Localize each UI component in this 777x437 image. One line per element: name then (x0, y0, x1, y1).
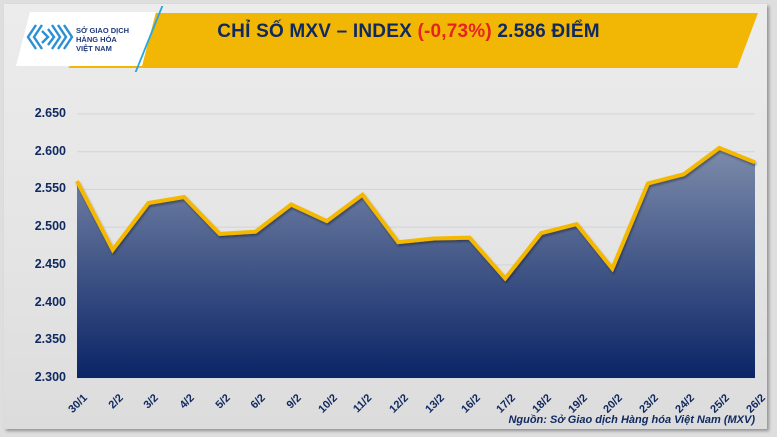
y-tick-label: 2.450 (34, 256, 66, 271)
logo-line-2: HÀNG HÓA (76, 35, 117, 44)
y-tick-label: 2.600 (34, 143, 66, 158)
source-note: Nguồn: Sở Giao dịch Hàng hóa Việt Nam (M… (508, 414, 755, 426)
y-tick-label: 2.300 (34, 370, 66, 384)
y-tick-label: 2.500 (34, 219, 66, 234)
logo-line-1: SỞ GIAO DỊCH (76, 26, 130, 35)
area-fill (77, 147, 755, 378)
series-line (75, 145, 756, 282)
y-tick-label: 2.350 (34, 332, 66, 347)
mxv-logo-icon (26, 24, 74, 50)
title-banner (68, 13, 758, 68)
title-value: 2.586 ĐIỂM (497, 21, 600, 42)
logo-text: SỞ GIAO DỊCH HÀNG HÓA VIỆT NAM (76, 26, 129, 53)
title-change: (-0,73%) (417, 21, 492, 42)
y-tick-label: 2.550 (34, 181, 66, 196)
y-tick-label: 2.400 (34, 294, 66, 309)
logo-line-3: VIỆT NAM (76, 44, 112, 53)
title-prefix: CHỈ SỐ MXV – INDEX (217, 21, 412, 42)
logo-card (16, 12, 156, 66)
y-tick-label: 2.650 (34, 106, 66, 120)
chart-title: CHỈ SỐ MXV – INDEX (-0,73%) 2.586 ĐIỂM (0, 21, 777, 43)
